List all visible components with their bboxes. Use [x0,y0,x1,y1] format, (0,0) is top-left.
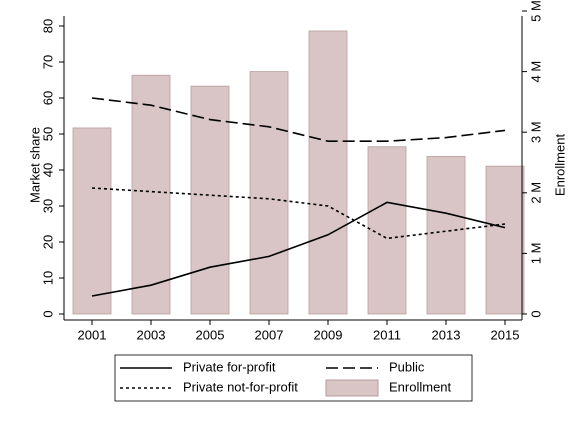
x-tick-label: 2007 [255,327,284,342]
y-tick-label: 10 [40,271,55,285]
bar [426,156,466,315]
x-tick-label: 2009 [314,327,343,342]
legend-label: Public [389,359,425,374]
x-tick-label: 2003 [137,327,166,342]
line [91,201,506,297]
bar [367,146,407,315]
bar [72,127,112,315]
y-tick-label: 60 [40,91,55,105]
x-tick-label: 2001 [78,327,107,342]
y-tick-label: 20 [40,235,55,249]
line [91,187,506,240]
legend-label: Private not-for-profit [183,379,298,394]
y-tick-label: 40 [40,163,55,177]
x-tick-label: 2015 [491,327,520,342]
legend-label: Enrollment [389,379,452,394]
y-tick-label: 50 [40,127,55,141]
x-tick-label: 2005 [196,327,225,342]
line [91,97,506,142]
legend-label: Private for-profit [183,359,276,374]
y-tick-label: 0 [40,310,55,317]
y-tick-label: 70 [40,55,55,69]
y-tick-label: 80 [40,19,55,33]
legend-swatch [325,379,379,397]
y2-tick-label: 5 M [528,0,543,22]
bar [190,85,230,315]
x-tick-label: 2011 [373,327,401,342]
y2-tick-label: 1 M [528,243,543,265]
y2-axis-label: Enrollment [552,134,567,197]
legend-box [114,354,473,402]
y-axis-label: Market share [27,127,42,203]
x-tick-label: 2013 [432,327,461,342]
y2-tick-label: 2 M [528,182,543,204]
bar [485,165,525,315]
y-tick-label: 30 [40,199,55,213]
bar [308,30,348,315]
y2-tick-label: 3 M [528,121,543,143]
y2-tick-label: 4 M [528,61,543,83]
y2-tick-label: 0 [528,310,543,317]
bar [131,74,171,315]
bar [249,71,289,315]
